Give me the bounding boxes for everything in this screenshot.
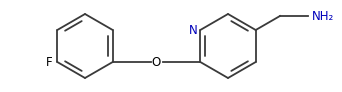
Text: O: O (152, 55, 161, 69)
Text: F: F (46, 55, 52, 69)
Text: N: N (188, 23, 197, 37)
Text: NH₂: NH₂ (312, 9, 334, 23)
